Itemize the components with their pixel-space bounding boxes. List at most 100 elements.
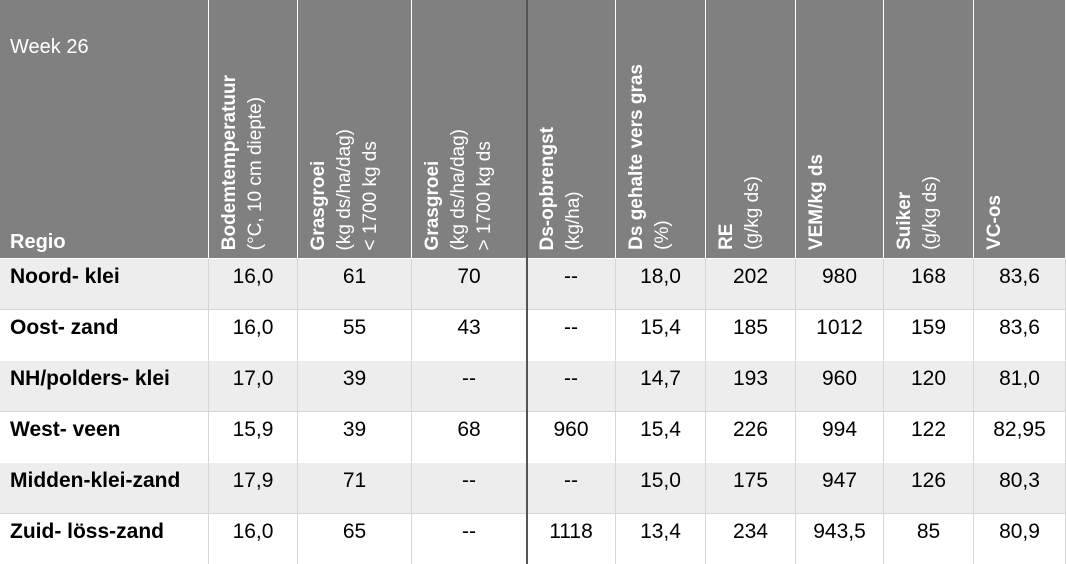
column-unit: > 1700 kg ds — [474, 140, 495, 250]
column-unit: (kg ds/ha/dag) — [448, 128, 469, 250]
value-cell: 16,0 — [209, 258, 298, 309]
value-cell: 994 — [796, 411, 884, 462]
column-title: Grasgroei — [422, 160, 443, 250]
column-heading: Bodemtemperatuur (°C, 10 cm diepte) — [217, 75, 269, 250]
value-cell: 82,95 — [974, 411, 1066, 462]
value-cell: 159 — [884, 309, 974, 360]
header-cell: VEM/kg ds — [796, 0, 884, 258]
value-cell: 85 — [884, 513, 974, 564]
value-cell: 126 — [884, 462, 974, 513]
column-title: Ds-opbrengst — [537, 126, 558, 251]
column-unit: (g/kg ds) — [742, 176, 763, 250]
column-unit: (kg/ha) — [563, 190, 584, 250]
value-cell: 234 — [706, 513, 796, 564]
value-cell: -- — [412, 513, 527, 564]
value-cell: 122 — [884, 411, 974, 462]
value-cell: 14,7 — [616, 360, 706, 411]
region-cell: Noord- klei — [0, 258, 209, 309]
value-cell: 81,0 — [974, 360, 1066, 411]
region-cell: West- veen — [0, 411, 209, 462]
week-label: Week 26 — [10, 36, 89, 58]
column-heading: Ds-opbrengst (kg/ha) — [535, 127, 587, 251]
header-cell: Week 26 Regio — [0, 0, 209, 258]
column-title: VEM/kg ds — [806, 153, 827, 250]
value-cell: 61 — [298, 258, 412, 309]
column-heading: Grasgroei (kg ds/ha/dag) > 1700 kg ds — [420, 129, 498, 250]
value-cell: 16,0 — [209, 513, 298, 564]
value-cell: 83,6 — [974, 309, 1066, 360]
value-cell: 39 — [298, 411, 412, 462]
value-cell: 1012 — [796, 309, 884, 360]
value-cell: 39 — [298, 360, 412, 411]
value-cell: 943,5 — [796, 513, 884, 564]
column-heading: Grasgroei (kg ds/ha/dag) < 1700 kg ds — [306, 129, 384, 250]
column-unit: (g/kg ds) — [920, 176, 941, 250]
header-cell: RE (g/kg ds) — [706, 0, 796, 258]
header-cell: Suiker (g/kg ds) — [884, 0, 974, 258]
value-cell: 15,4 — [616, 309, 706, 360]
value-cell: 83,6 — [974, 258, 1066, 309]
column-heading: RE (g/kg ds) — [714, 176, 766, 250]
value-cell: 168 — [884, 258, 974, 309]
header-cell: Ds-opbrengst (kg/ha) — [527, 0, 616, 258]
value-cell: 226 — [706, 411, 796, 462]
value-cell: 71 — [298, 462, 412, 513]
value-cell: 120 — [884, 360, 974, 411]
column-unit: (%) — [652, 220, 673, 250]
value-cell: 960 — [796, 360, 884, 411]
header-cell: Bodemtemperatuur (°C, 10 cm diepte) — [209, 0, 298, 258]
value-cell: 68 — [412, 411, 527, 462]
value-cell: 13,4 — [616, 513, 706, 564]
value-cell: -- — [527, 360, 616, 411]
region-cell: Zuid- löss-zand — [0, 513, 209, 564]
header-cell: Grasgroei (kg ds/ha/dag) > 1700 kg ds — [412, 0, 527, 258]
column-heading: VEM/kg ds — [804, 154, 830, 250]
column-title: VC-os — [984, 195, 1005, 250]
column-heading: Suiker (g/kg ds) — [892, 176, 944, 250]
column-title: Bodemtemperatuur — [219, 74, 240, 250]
value-cell: 175 — [706, 462, 796, 513]
column-heading: Ds gehalte vers gras (%) — [624, 64, 676, 250]
value-cell: 17,0 — [209, 360, 298, 411]
region-cell: Midden-klei-zand — [0, 462, 209, 513]
value-cell: -- — [527, 258, 616, 309]
value-cell: 15,0 — [616, 462, 706, 513]
value-cell: 185 — [706, 309, 796, 360]
value-cell: 193 — [706, 360, 796, 411]
value-cell: -- — [527, 462, 616, 513]
column-divider — [526, 0, 528, 564]
header-cell: VC-os — [974, 0, 1066, 258]
value-cell: -- — [412, 462, 527, 513]
column-unit: (kg ds/ha/dag) — [334, 128, 355, 250]
value-cell: -- — [527, 309, 616, 360]
column-title: Suiker — [894, 191, 915, 250]
column-title: Ds gehalte vers gras — [626, 64, 647, 250]
value-cell: 55 — [298, 309, 412, 360]
value-cell: 202 — [706, 258, 796, 309]
value-cell: 947 — [796, 462, 884, 513]
value-cell: 17,9 — [209, 462, 298, 513]
value-cell: 980 — [796, 258, 884, 309]
header-cell: Ds gehalte vers gras (%) — [616, 0, 706, 258]
value-cell: 80,9 — [974, 513, 1066, 564]
value-cell: 15,9 — [209, 411, 298, 462]
value-cell: 15,4 — [616, 411, 706, 462]
value-cell: 960 — [527, 411, 616, 462]
region-cell: NH/polders- klei — [0, 360, 209, 411]
column-heading: VC-os — [982, 195, 1008, 250]
region-cell: Oost- zand — [0, 309, 209, 360]
column-title: Grasgroei — [308, 160, 329, 250]
value-cell: 70 — [412, 258, 527, 309]
header-cell: Grasgroei (kg ds/ha/dag) < 1700 kg ds — [298, 0, 412, 258]
value-cell: 1118 — [527, 513, 616, 564]
value-cell: 18,0 — [616, 258, 706, 309]
region-header: Regio — [10, 231, 66, 253]
value-cell: 16,0 — [209, 309, 298, 360]
value-cell: 43 — [412, 309, 527, 360]
column-unit: (°C, 10 cm diepte) — [245, 96, 266, 250]
column-title: RE — [716, 223, 737, 250]
value-cell: 80,3 — [974, 462, 1066, 513]
value-cell: 65 — [298, 513, 412, 564]
